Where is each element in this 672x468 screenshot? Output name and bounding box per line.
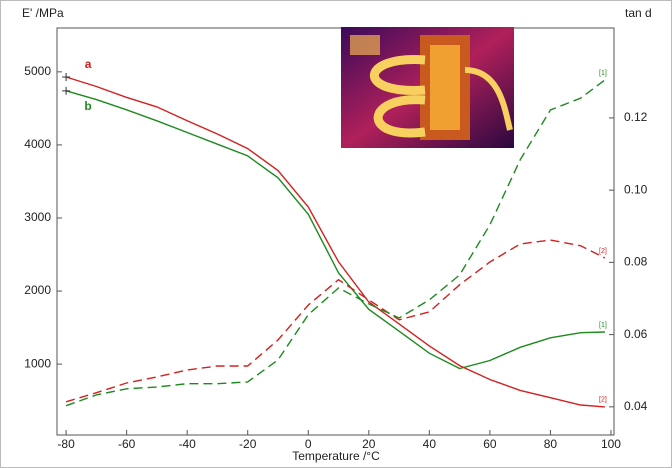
plot-frame bbox=[56, 27, 615, 436]
inset-image bbox=[341, 27, 514, 148]
start-marker bbox=[62, 86, 71, 95]
series-line bbox=[65, 90, 605, 370]
y2-tick-label: 0.04 bbox=[624, 399, 648, 413]
y-tick-label: 4000 bbox=[24, 137, 51, 151]
y-tick-label: 1000 bbox=[24, 356, 51, 370]
y-axis-label: E' /MPa bbox=[22, 6, 64, 20]
y2-axis-label: tan d bbox=[625, 6, 652, 20]
x-tick-label: -20 bbox=[239, 437, 257, 451]
series-line bbox=[65, 239, 606, 403]
x-tick-label: -80 bbox=[57, 437, 75, 451]
end-label: [2] bbox=[599, 397, 607, 404]
x-tick-label: 80 bbox=[544, 437, 558, 451]
y2-tick-label: 0.06 bbox=[624, 327, 648, 341]
y-tick-label: 5000 bbox=[24, 64, 51, 78]
x-tick-label: 40 bbox=[423, 437, 437, 451]
series-line bbox=[65, 79, 606, 407]
x-tick-label: 0 bbox=[305, 437, 312, 451]
y2-tick-label: 0.10 bbox=[624, 182, 648, 196]
x-tick-label: 100 bbox=[601, 437, 621, 451]
x-tick-label: -40 bbox=[178, 437, 196, 451]
x-tick-label: 60 bbox=[483, 437, 497, 451]
start-marker bbox=[62, 72, 71, 81]
y-tick-label: 2000 bbox=[24, 283, 51, 297]
y-tick-label: 3000 bbox=[24, 210, 51, 224]
x-axis-label: Temperature /°C bbox=[292, 449, 380, 463]
x-tick-label: -60 bbox=[118, 437, 136, 451]
series-line bbox=[65, 76, 605, 408]
series-name: b bbox=[84, 99, 91, 113]
end-label: [1] bbox=[599, 322, 607, 329]
x-tick-label: 20 bbox=[362, 437, 376, 451]
end-label: [1] bbox=[599, 70, 607, 77]
end-label: [2] bbox=[599, 248, 607, 255]
y2-tick-label: 0.08 bbox=[624, 255, 648, 269]
series-name: a bbox=[85, 57, 92, 71]
y2-tick-label: 0.12 bbox=[624, 110, 648, 124]
